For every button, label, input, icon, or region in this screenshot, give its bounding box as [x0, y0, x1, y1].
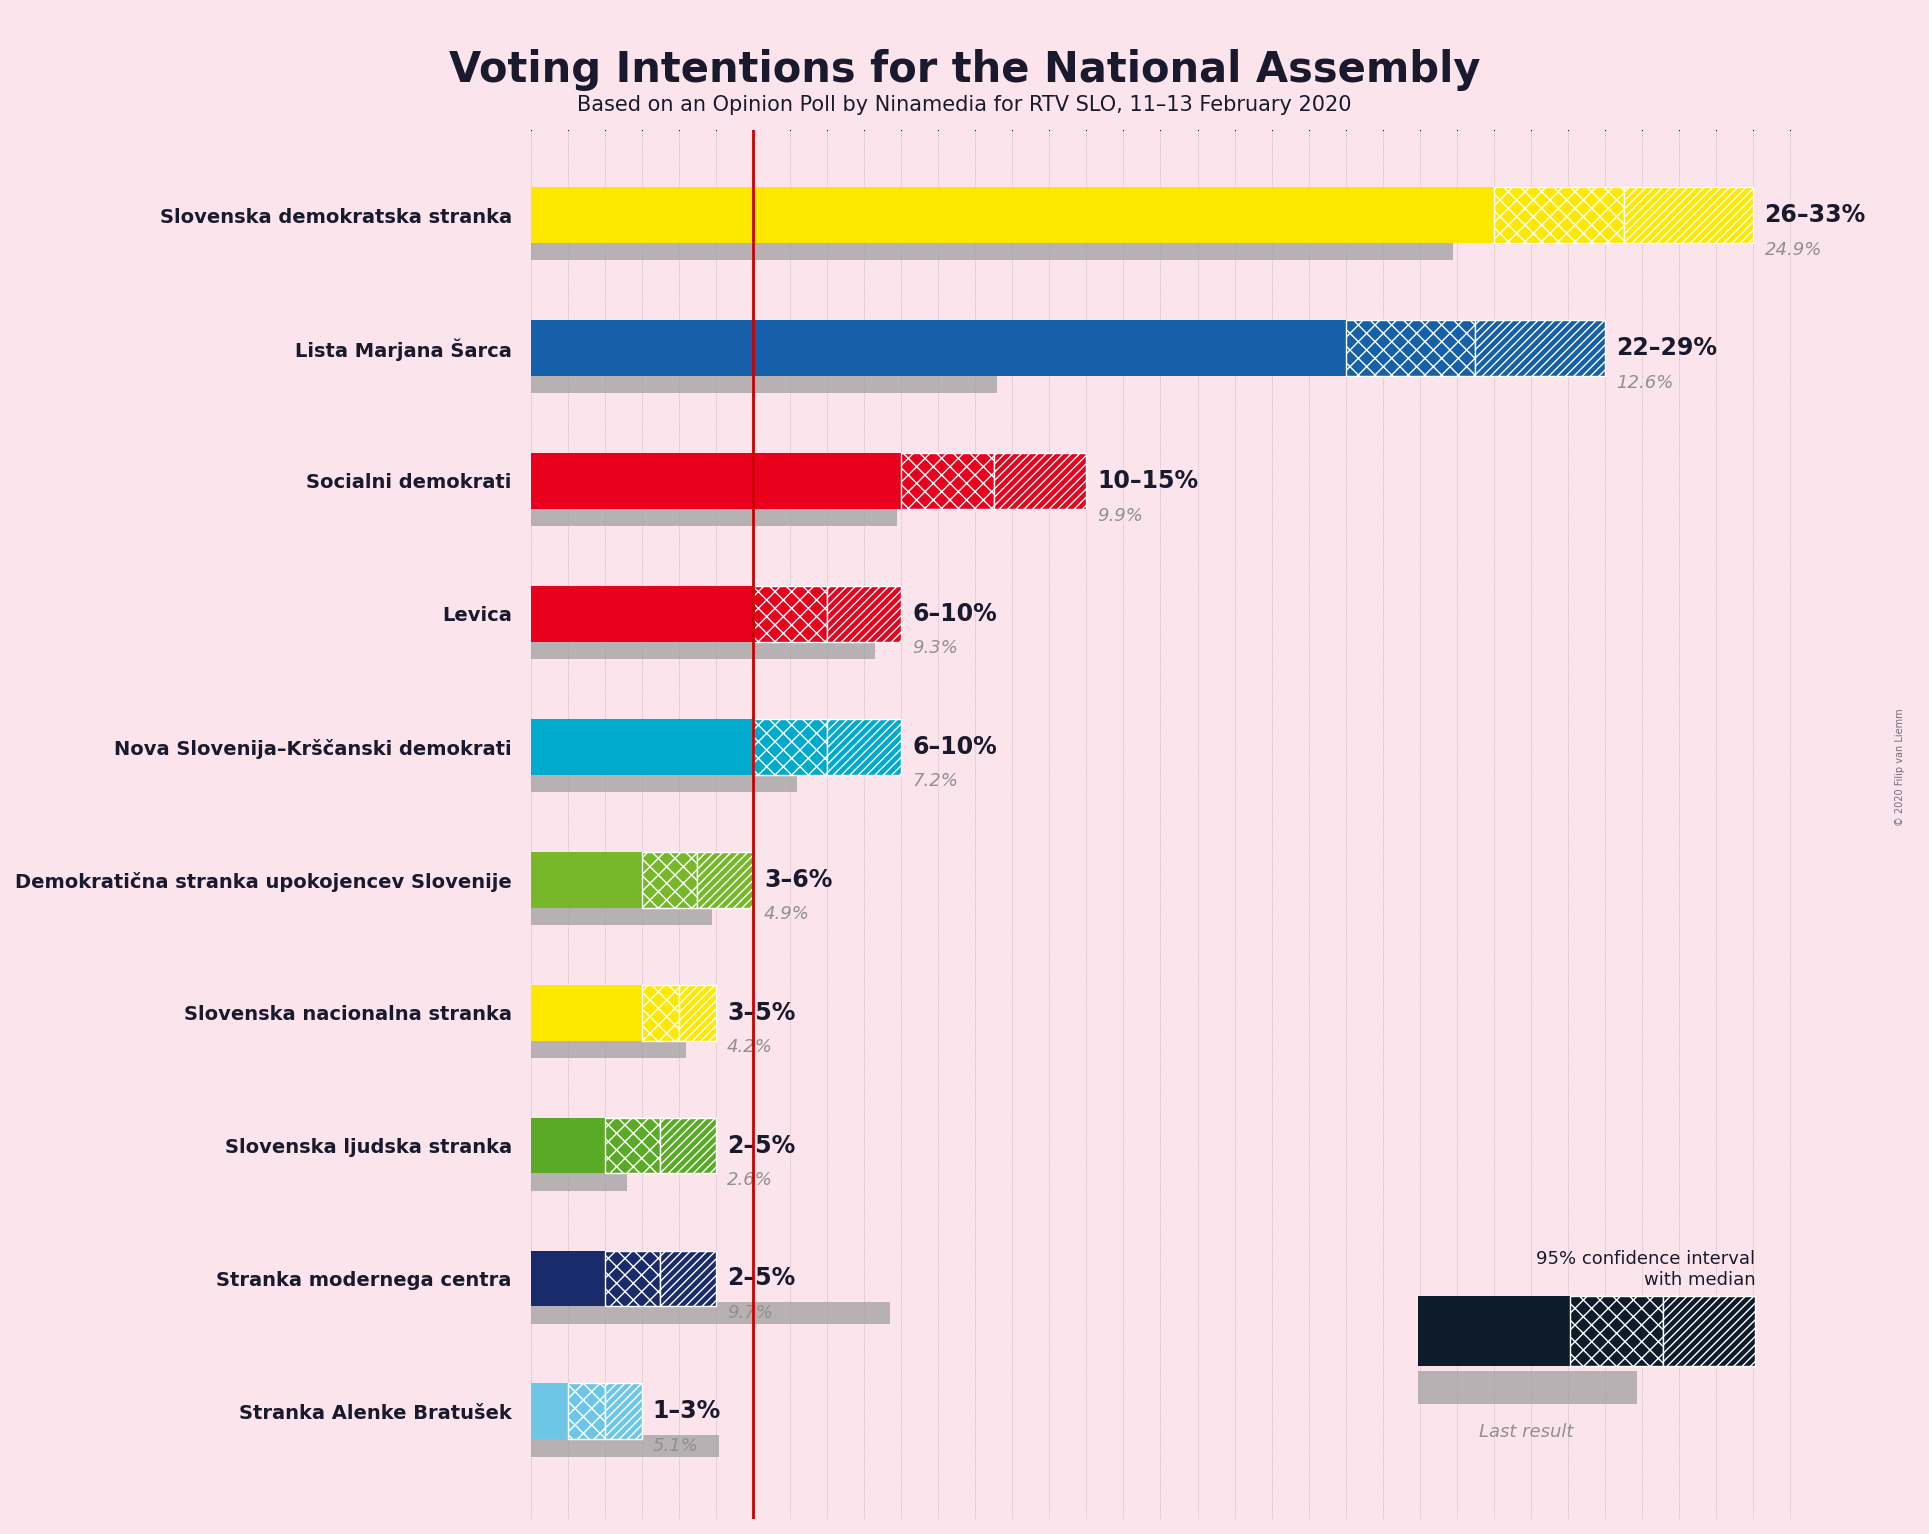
- Bar: [828, 586, 901, 641]
- Text: 3–5%: 3–5%: [727, 1000, 795, 1025]
- Bar: [530, 1384, 567, 1439]
- Bar: [530, 239, 1453, 261]
- Bar: [530, 371, 997, 393]
- Bar: [604, 1384, 642, 1439]
- Bar: [660, 1250, 716, 1307]
- Text: 2–5%: 2–5%: [727, 1134, 795, 1158]
- Bar: [679, 985, 716, 1040]
- Bar: [530, 904, 712, 925]
- Bar: [530, 1250, 604, 1307]
- Bar: [752, 586, 828, 641]
- Bar: [530, 187, 1493, 242]
- Text: Based on an Opinion Poll by Ninamedia for RTV SLO, 11–13 February 2020: Based on an Opinion Poll by Ninamedia fo…: [577, 95, 1352, 115]
- Text: 5.1%: 5.1%: [652, 1437, 698, 1454]
- Text: 24.9%: 24.9%: [1765, 241, 1821, 259]
- Text: 2–5%: 2–5%: [727, 1267, 795, 1290]
- Text: 3–6%: 3–6%: [764, 868, 831, 891]
- Bar: [530, 1169, 627, 1190]
- Bar: [604, 1118, 660, 1174]
- Bar: [1476, 321, 1605, 376]
- Bar: [530, 1302, 889, 1324]
- Bar: [1570, 1296, 1663, 1365]
- Bar: [828, 719, 901, 775]
- Text: 95% confidence interval
with median: 95% confidence interval with median: [1535, 1250, 1755, 1289]
- Bar: [1418, 1296, 1570, 1365]
- Bar: [567, 1384, 604, 1439]
- Bar: [1663, 1296, 1755, 1365]
- Bar: [1346, 321, 1476, 376]
- Bar: [642, 985, 679, 1040]
- Bar: [1493, 187, 1624, 242]
- Bar: [993, 453, 1086, 509]
- Text: 9.9%: 9.9%: [1098, 506, 1144, 525]
- Bar: [660, 1118, 716, 1174]
- Bar: [530, 1037, 687, 1058]
- Text: © 2020 Filip van Liemm: © 2020 Filip van Liemm: [1894, 709, 1906, 825]
- Bar: [752, 719, 828, 775]
- Text: 6–10%: 6–10%: [912, 735, 997, 759]
- Text: 9.7%: 9.7%: [727, 1304, 774, 1322]
- Text: 6–10%: 6–10%: [912, 601, 997, 626]
- Text: Voting Intentions for the National Assembly: Voting Intentions for the National Assem…: [449, 49, 1480, 91]
- Bar: [530, 985, 642, 1040]
- Bar: [530, 321, 1346, 376]
- Bar: [530, 505, 897, 526]
- Bar: [530, 719, 752, 775]
- Bar: [604, 1250, 660, 1307]
- Text: 4.9%: 4.9%: [764, 905, 810, 923]
- Text: 9.3%: 9.3%: [912, 640, 959, 658]
- Text: 12.6%: 12.6%: [1617, 374, 1674, 391]
- Text: Last result: Last result: [1480, 1424, 1572, 1440]
- Bar: [530, 851, 642, 908]
- Bar: [642, 851, 696, 908]
- Bar: [530, 770, 797, 792]
- Text: 22–29%: 22–29%: [1617, 336, 1717, 360]
- Text: 2.6%: 2.6%: [727, 1170, 774, 1189]
- Text: 4.2%: 4.2%: [727, 1039, 774, 1055]
- Bar: [1624, 187, 1753, 242]
- Bar: [530, 1436, 720, 1456]
- Bar: [530, 638, 876, 660]
- Text: 1–3%: 1–3%: [652, 1399, 721, 1424]
- Bar: [530, 586, 752, 641]
- Text: 7.2%: 7.2%: [912, 772, 959, 790]
- Bar: [1418, 1371, 1638, 1404]
- Bar: [530, 453, 901, 509]
- Bar: [530, 1118, 604, 1174]
- Bar: [696, 851, 752, 908]
- Bar: [901, 453, 993, 509]
- Text: 26–33%: 26–33%: [1765, 202, 1865, 227]
- Text: 10–15%: 10–15%: [1098, 469, 1198, 492]
